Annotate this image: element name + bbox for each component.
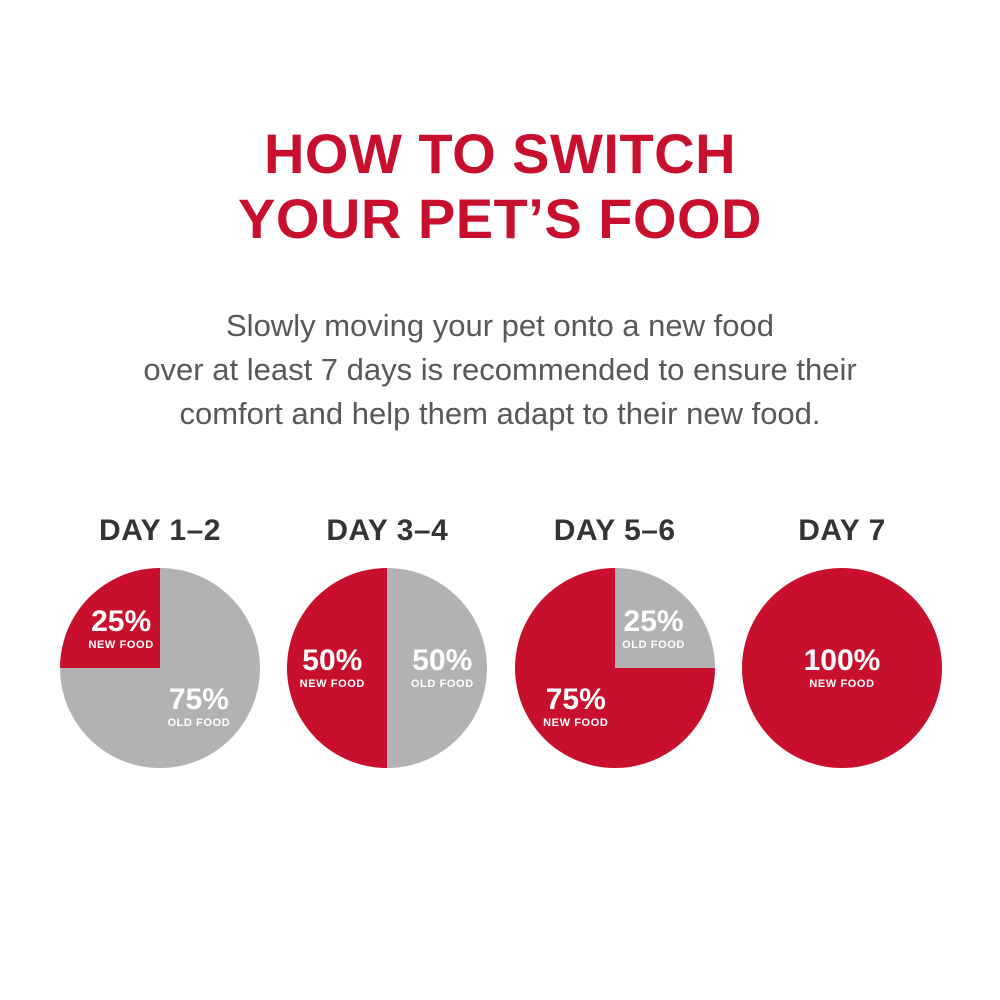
chart-title-day-5-6: DAY 5–6	[553, 513, 676, 547]
slice-label-new-food: 50% NEW FOOD	[299, 643, 365, 690]
subtitle-line-3: comfort and help them adapt to their new…	[179, 395, 821, 431]
pie-day-3-4: 50% NEW FOOD 50% OLD FOOD	[287, 567, 488, 768]
chart-day-3-4: DAY 3–4 50% NEW FOOD 50% OLD FOOD	[287, 513, 488, 768]
chart-day-1-2: DAY 1–2 75% OLD FOOD 25% NEW FOOD	[60, 514, 260, 768]
slice-percent: 50%	[302, 643, 363, 677]
slice-name: OLD FOOD	[622, 639, 685, 652]
page-title-line-1: HOW TO SWITCH	[263, 122, 737, 185]
page-title-line-2: YOUR PET’S FOOD	[238, 186, 762, 250]
pie-day-1-2: 75% OLD FOOD 25% NEW FOOD	[60, 567, 260, 768]
slice-percent: 75%	[168, 682, 229, 716]
pie-chart-row: DAY 1–2 75% OLD FOOD 25% NEW FOOD DAY 3–…	[0, 514, 1000, 768]
page-subtitle: Slowly moving your pet onto a new food o…	[0, 304, 1000, 436]
slice-name: NEW FOOD	[809, 677, 875, 690]
chart-title-day-3-4: DAY 3–4	[326, 513, 449, 547]
slice-percent: 75%	[545, 682, 606, 716]
slice-label-new-food: 75% NEW FOOD	[543, 682, 609, 729]
slice-label-old-food: 75% OLD FOOD	[167, 682, 231, 729]
slice-label-old-food: 50% OLD FOOD	[410, 643, 474, 690]
slice-percent: 25%	[623, 605, 684, 639]
page-title: HOW TO SWITCH YOUR PET’S FOOD	[0, 122, 1000, 252]
chart-title-day-7: DAY 7	[798, 513, 886, 547]
slice-label-new-food: 25% NEW FOOD	[88, 607, 153, 651]
slice-percent: 25%	[91, 605, 152, 639]
pie-day-7: 100% NEW FOOD	[741, 567, 942, 768]
slice-percent: 50%	[412, 643, 473, 677]
slice-name: OLD FOOD	[167, 716, 231, 729]
subtitle-line-2: over at least 7 days is recommended to e…	[143, 351, 857, 387]
chart-day-5-6: DAY 5–6 25% OLD FOOD 75% NEW FOOD	[514, 513, 715, 768]
slice-percent: 100%	[803, 643, 881, 677]
slice-label-new-food: 100% NEW FOOD	[803, 643, 881, 690]
slice-name: NEW FOOD	[88, 639, 154, 652]
slice-name: NEW FOOD	[543, 716, 609, 729]
chart-title-day-1-2: DAY 1–2	[99, 513, 221, 547]
slice-name: NEW FOOD	[299, 677, 365, 690]
chart-day-7: DAY 7 100% NEW FOOD	[741, 513, 942, 768]
pie-day-5-6: 25% OLD FOOD 75% NEW FOOD	[514, 567, 715, 768]
slice-label-old-food: 25% OLD FOOD	[622, 607, 685, 651]
slice-name: OLD FOOD	[410, 677, 474, 690]
subtitle-line-1: Slowly moving your pet onto a new food	[226, 307, 774, 343]
